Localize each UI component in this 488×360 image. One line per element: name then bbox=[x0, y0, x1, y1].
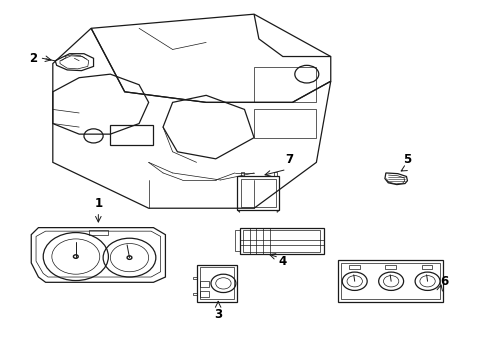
Bar bbox=[254, 109, 316, 138]
Bar bbox=[348, 265, 359, 269]
Text: 4: 4 bbox=[278, 255, 286, 268]
Bar bbox=[89, 230, 108, 235]
Bar bbox=[341, 262, 439, 299]
Text: 2: 2 bbox=[29, 52, 38, 65]
Bar bbox=[200, 291, 208, 297]
Text: 3: 3 bbox=[214, 308, 222, 321]
Bar bbox=[239, 228, 323, 254]
Bar bbox=[110, 125, 153, 145]
Bar bbox=[200, 281, 208, 287]
Bar bbox=[243, 230, 320, 252]
Bar bbox=[196, 265, 237, 302]
Bar bbox=[241, 179, 275, 207]
Bar bbox=[421, 265, 431, 269]
Text: 6: 6 bbox=[440, 275, 448, 288]
Bar bbox=[337, 260, 443, 302]
Text: 7: 7 bbox=[285, 153, 292, 166]
Bar bbox=[200, 267, 233, 299]
Text: 1: 1 bbox=[94, 197, 102, 210]
Bar bbox=[385, 265, 395, 269]
Text: 5: 5 bbox=[403, 153, 411, 166]
Bar bbox=[237, 176, 279, 210]
Bar bbox=[254, 67, 316, 102]
